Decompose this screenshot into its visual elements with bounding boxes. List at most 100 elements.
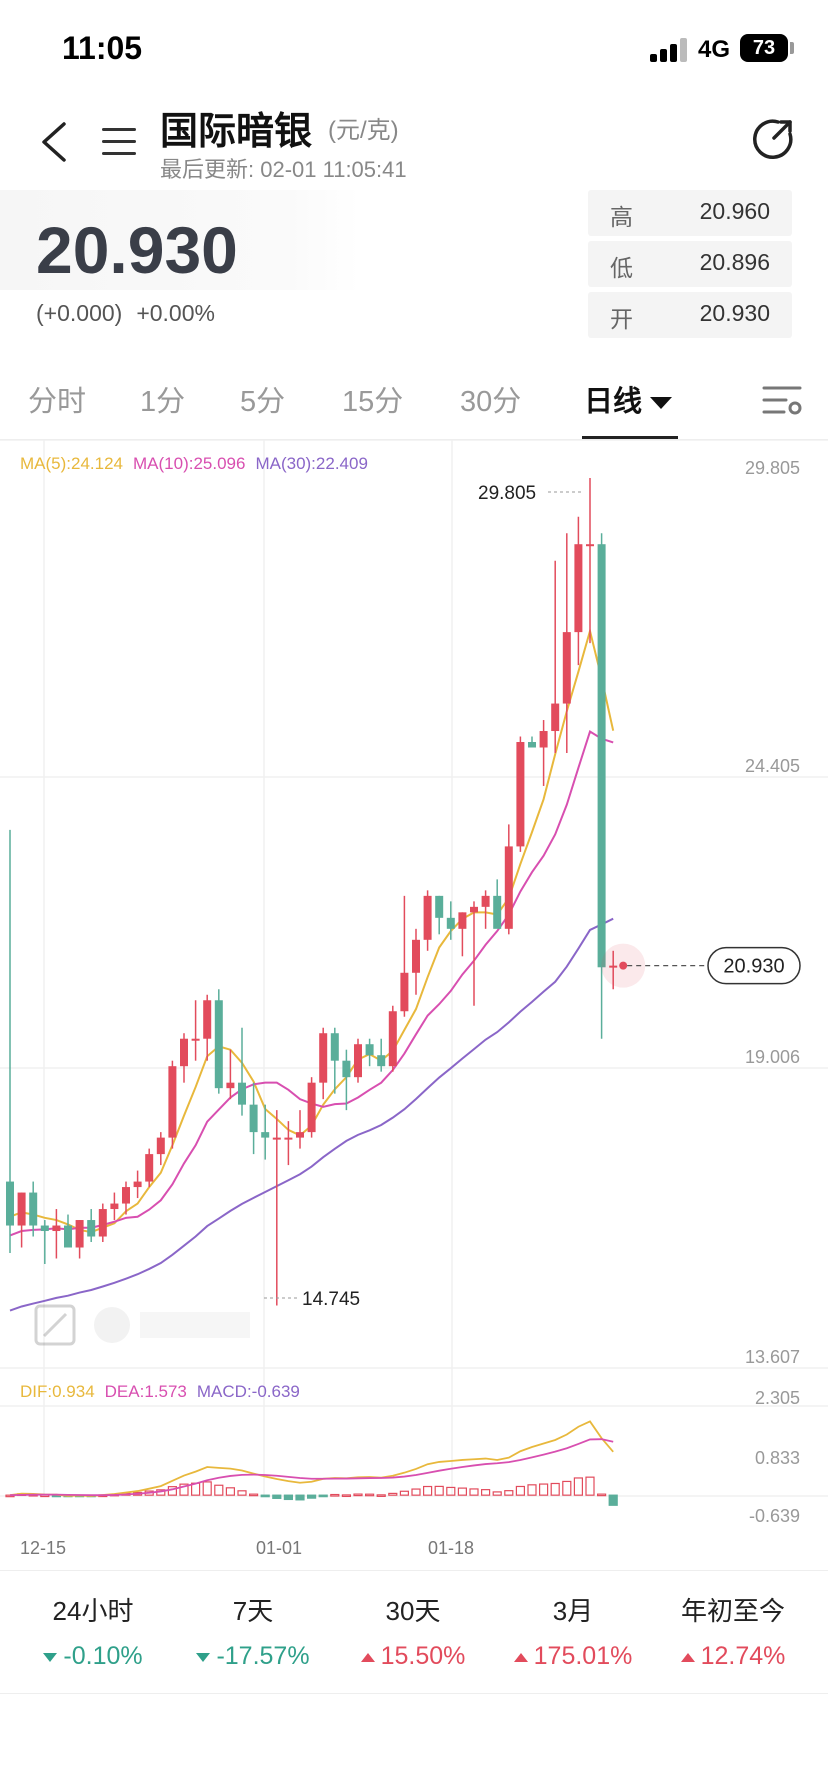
current-price-tag-text: 20.930 <box>723 956 784 978</box>
candle-body <box>597 544 606 968</box>
candle-body <box>330 1033 339 1061</box>
candle-body <box>98 1209 107 1237</box>
stat-7d-label: 7天 <box>232 1596 274 1626</box>
macd-bar <box>179 1483 189 1496</box>
candle <box>435 895 444 935</box>
low-value: 20.896 <box>699 249 770 275</box>
macd-bar <box>330 1493 340 1497</box>
candle-body <box>551 703 560 732</box>
x-axis-label-3: 01-18 <box>428 1538 474 1558</box>
quote-panel: 20.930 (+0.000) +0.00% 高 20.960 低 20.896 … <box>0 190 828 350</box>
ma30-line <box>9 917 614 1312</box>
candle-body <box>64 1225 72 1248</box>
candle <box>400 895 409 1017</box>
candle <box>423 890 432 951</box>
stat-3m-value: 175.01% <box>490 1642 656 1671</box>
candle-body <box>528 742 536 748</box>
candle-body <box>400 972 409 1012</box>
candle-body <box>412 939 420 973</box>
macd-bar <box>411 1488 421 1496</box>
macd-bar <box>469 1488 479 1496</box>
kline-svg: 29.805 24.405 19.006 13.607 29.805 14.74… <box>0 439 828 1558</box>
page-title: 国际暗银 <box>160 111 313 153</box>
current-price-dot <box>619 961 628 970</box>
candle-body <box>470 906 478 913</box>
tab-30min[interactable]: 30分 <box>460 378 521 420</box>
macd-bar <box>283 1494 293 1501</box>
stat-ytd: 年初至今 12.74% <box>650 1591 816 1671</box>
candle <box>133 1170 142 1199</box>
stat-3m: 3月 175.01% <box>490 1591 656 1671</box>
candle-body <box>574 544 583 633</box>
up-triangle-icon <box>680 1652 695 1662</box>
candle <box>6 829 14 1253</box>
candle <box>609 950 618 990</box>
performance-stats: 24小时 -0.10% 7天 -17.57% 30天 15.50% 3月 175… <box>0 1570 828 1694</box>
tab-daily[interactable]: 日线 <box>584 378 673 420</box>
candle-body <box>296 1132 304 1138</box>
stat-7d: 7天 -17.57% <box>170 1591 336 1671</box>
macd-bar <box>457 1487 467 1496</box>
ma-legend: MA(5):24.124 MA(10):25.096 MA(30):22.409 <box>20 454 378 474</box>
candle-body <box>388 1011 397 1067</box>
macd-bar <box>260 1494 270 1498</box>
candle <box>597 533 606 1039</box>
tab-5min[interactable]: 5分 <box>240 386 286 418</box>
candle <box>145 1148 154 1188</box>
tab-30min-label: 30分 <box>460 386 522 418</box>
down-triangle-icon <box>196 1652 211 1662</box>
tab-15min[interactable]: 15分 <box>342 386 404 418</box>
battery-tip <box>790 42 794 54</box>
macd-bar <box>341 1494 351 1498</box>
candle <box>388 1005 397 1072</box>
share-icon[interactable] <box>752 116 796 160</box>
tab-intraday[interactable]: 分时 <box>28 386 87 418</box>
period-tabs: 分时 1分 5分 15分 30分 日线 <box>0 360 828 440</box>
candle <box>470 901 478 1006</box>
status-bar: 11:05 4G 73 <box>0 0 828 90</box>
change-absolute: (+0.000) <box>36 300 123 326</box>
candle <box>52 1209 61 1259</box>
x-axis-label-2: 01-01 <box>256 1538 302 1558</box>
candle-body <box>562 632 571 704</box>
candle-body <box>226 1082 235 1089</box>
candle <box>412 928 420 995</box>
low-label: 低 <box>610 255 633 281</box>
candle <box>17 1192 26 1248</box>
macd-bar <box>295 1494 305 1501</box>
stat-24h-number: -0.10% <box>63 1642 143 1670</box>
stat-7d-number: -17.57% <box>216 1642 310 1670</box>
macd-bar <box>249 1493 259 1497</box>
candle <box>98 1203 107 1243</box>
candle-body <box>40 1225 49 1232</box>
up-triangle-icon <box>360 1652 375 1662</box>
candle <box>458 912 467 957</box>
candle-body <box>75 1220 84 1248</box>
candle-body <box>377 1055 386 1067</box>
macd-bar <box>365 1493 375 1497</box>
candle-body <box>238 1082 246 1105</box>
candle-body <box>446 917 455 929</box>
candle <box>191 1000 200 1061</box>
stat-24h-label: 24小时 <box>52 1596 134 1626</box>
candle-body <box>516 742 525 847</box>
chart-settings-icon[interactable] <box>762 382 804 418</box>
dea-line <box>9 1438 614 1497</box>
macd-bar <box>562 1480 572 1496</box>
candle <box>446 901 455 940</box>
macd-bar <box>307 1494 317 1499</box>
current-price-tag <box>707 946 801 985</box>
back-arrow-icon[interactable] <box>36 120 72 164</box>
y-axis-bottom: 13.607 <box>745 1347 800 1367</box>
legend-ma10: MA(10):25.096 <box>133 454 246 473</box>
low-row: 低 20.896 <box>588 241 792 287</box>
macd-bar <box>225 1487 235 1496</box>
tab-1min[interactable]: 1分 <box>140 386 186 418</box>
candle-body <box>539 731 548 748</box>
signal-icon <box>650 38 690 62</box>
y-axis-top: 29.805 <box>745 458 800 478</box>
menu-icon[interactable] <box>102 124 138 160</box>
candle-body <box>272 1137 281 1140</box>
kline-chart[interactable]: 29.805 24.405 19.006 13.607 29.805 14.74… <box>0 439 828 1570</box>
candle <box>238 1027 246 1116</box>
